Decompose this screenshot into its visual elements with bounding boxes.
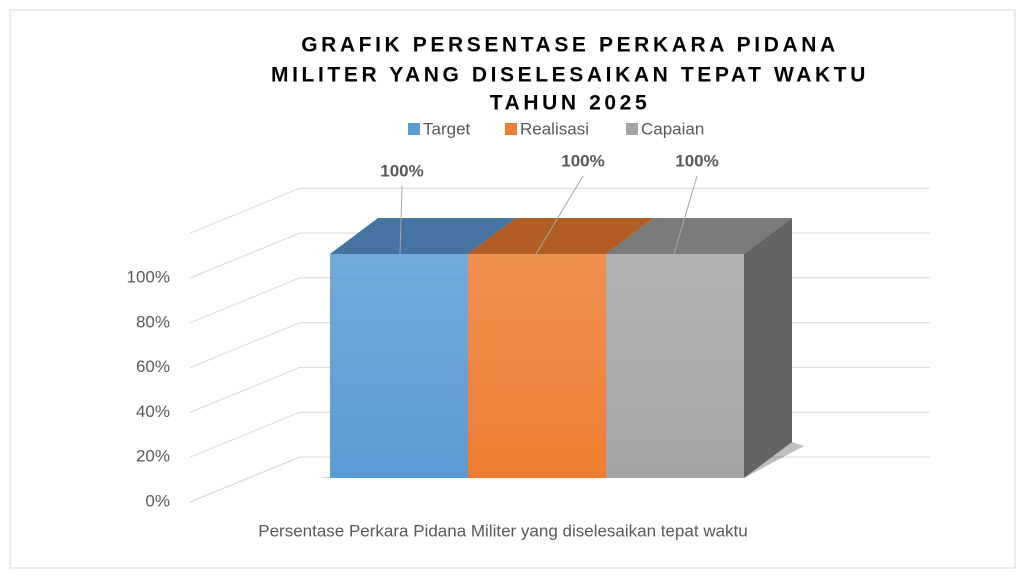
wall-top xyxy=(189,187,930,234)
y-tick-label: 80% xyxy=(136,312,170,331)
chart-title: MILITER YANG DISELESAIKAN TEPAT WAKTU xyxy=(271,64,869,87)
data-label: 100% xyxy=(561,151,604,170)
bar-top xyxy=(606,218,792,254)
x-tick-label: Persentase Perkara Pidana Militer yang d… xyxy=(258,521,748,540)
bar-top-shade xyxy=(606,218,792,254)
legend-swatch xyxy=(626,123,638,135)
chart-title: GRAFIK PERSENTASE PERKARA PIDANA xyxy=(301,34,839,57)
legend-swatch xyxy=(505,123,517,135)
legend-label: Capaian xyxy=(641,119,704,138)
bar xyxy=(468,254,606,478)
y-tick-label: 0% xyxy=(145,491,170,510)
bar-top xyxy=(330,218,516,254)
labels: GRAFIK PERSENTASE PERKARA PIDANA MILITER … xyxy=(127,34,869,541)
y-tick-label: 40% xyxy=(136,402,170,421)
data-label: 100% xyxy=(675,151,718,170)
leader-line xyxy=(535,175,584,255)
y-tick-label: 100% xyxy=(127,267,170,286)
legend-label: Realisasi xyxy=(520,119,589,138)
leader-line xyxy=(399,185,403,255)
bar-top-shade xyxy=(468,218,654,254)
data-label: 100% xyxy=(380,161,423,180)
leader-line xyxy=(673,175,698,255)
bar-top xyxy=(468,218,654,254)
chart-title: TAHUN 2025 xyxy=(490,92,650,115)
bars xyxy=(318,218,804,478)
legend-label: Target xyxy=(423,119,471,138)
bar xyxy=(606,254,744,478)
legend-swatch xyxy=(408,123,420,135)
bar xyxy=(330,254,468,478)
bar-top-shade xyxy=(330,218,516,254)
y-tick-label: 60% xyxy=(136,357,170,376)
bar-side-shade xyxy=(744,218,792,478)
bar-side xyxy=(744,218,792,478)
y-tick-label: 20% xyxy=(136,447,170,466)
